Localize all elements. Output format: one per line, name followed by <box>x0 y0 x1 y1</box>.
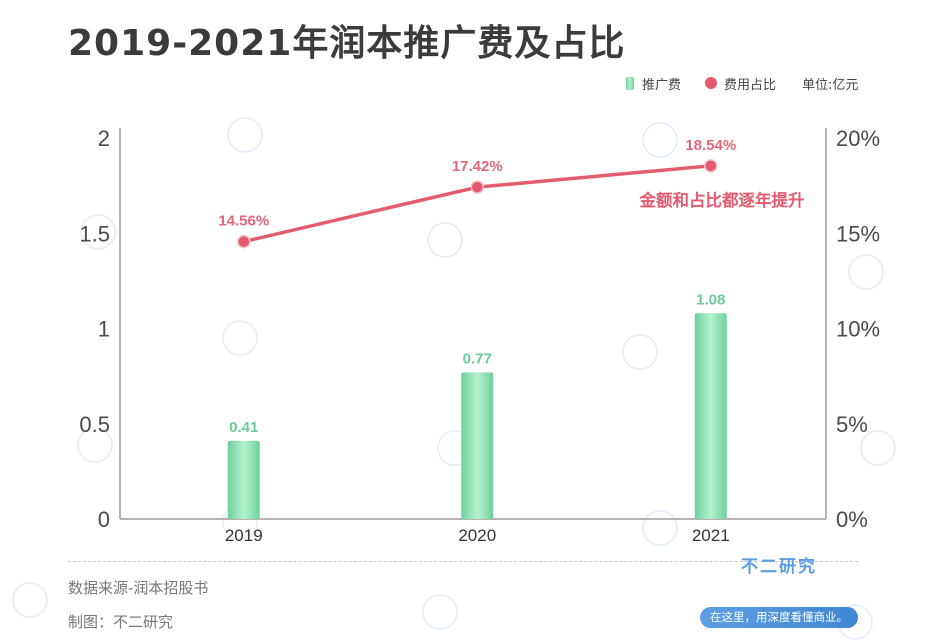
watermark-logo <box>222 320 258 356</box>
y-tick-label-left: 0.5 <box>79 412 110 437</box>
line-data-label: 17.42% <box>452 158 503 175</box>
data-source: 数据来源-润本招股书 <box>68 579 209 597</box>
line-point <box>704 159 718 173</box>
watermark-logo <box>12 582 48 618</box>
legend-item-promotion: 推广费 <box>626 74 681 93</box>
watermark-logo <box>427 222 463 258</box>
watermark-logo <box>642 510 678 546</box>
bar <box>461 372 494 519</box>
legend-label-ratio: 费用占比 <box>724 77 777 93</box>
red-dot-icon <box>705 77 718 89</box>
watermark-logo <box>848 254 884 290</box>
line-data-label: 14.56% <box>218 213 269 230</box>
legend-label-promotion: 推广费 <box>642 77 682 93</box>
legend-item-ratio: 费用占比 <box>705 74 776 93</box>
y-tick-label-right: 5% <box>836 412 868 437</box>
footer-divider <box>68 561 858 562</box>
watermark-logo <box>622 334 658 370</box>
legend: 推广费 费用占比 单位:亿元 <box>626 74 859 93</box>
y-tick-label-left: 0 <box>98 507 110 532</box>
y-tick-label-left: 1 <box>98 317 110 342</box>
bar <box>694 313 727 519</box>
watermark-logo <box>642 122 678 158</box>
bar <box>227 440 260 519</box>
brand-slogan-badge: 在这里，用深度看懂商业。 <box>700 607 858 628</box>
y-tick-label-right: 10% <box>836 317 880 342</box>
watermark-logo <box>80 214 116 250</box>
y-tick-label-right: 20% <box>836 126 880 151</box>
watermark-logo <box>227 117 263 153</box>
chart-title: 2019-2021年润本推广费及占比 <box>68 23 626 64</box>
y-tick-label-right: 0% <box>836 507 868 532</box>
x-tick-label: 2020 <box>458 526 496 545</box>
chart-credit: 制图：不二研究 <box>68 613 174 631</box>
bar-data-label: 1.08 <box>696 291 725 308</box>
line-point <box>470 180 484 194</box>
y-tick-label-left: 1.5 <box>79 221 110 246</box>
annotation-text: 金额和占比都逐年提升 <box>639 190 805 210</box>
y-tick-label-left: 2 <box>98 126 110 151</box>
green-bar-icon <box>626 76 634 90</box>
bar-data-label: 0.77 <box>463 350 492 367</box>
x-tick-label: 2019 <box>225 526 263 545</box>
watermark-logo <box>77 427 113 463</box>
y-tick-label-right: 15% <box>836 221 880 246</box>
watermark-logo <box>422 594 458 630</box>
watermark-logo <box>860 430 896 466</box>
line-point <box>237 234 251 249</box>
brand-logo-name: 不二研究 <box>741 557 817 577</box>
line-data-label: 18.54% <box>685 137 736 154</box>
x-tick-label: 2021 <box>692 526 730 545</box>
bar-data-label: 0.41 <box>229 419 258 436</box>
unit-label: 单位:亿元 <box>802 77 859 93</box>
